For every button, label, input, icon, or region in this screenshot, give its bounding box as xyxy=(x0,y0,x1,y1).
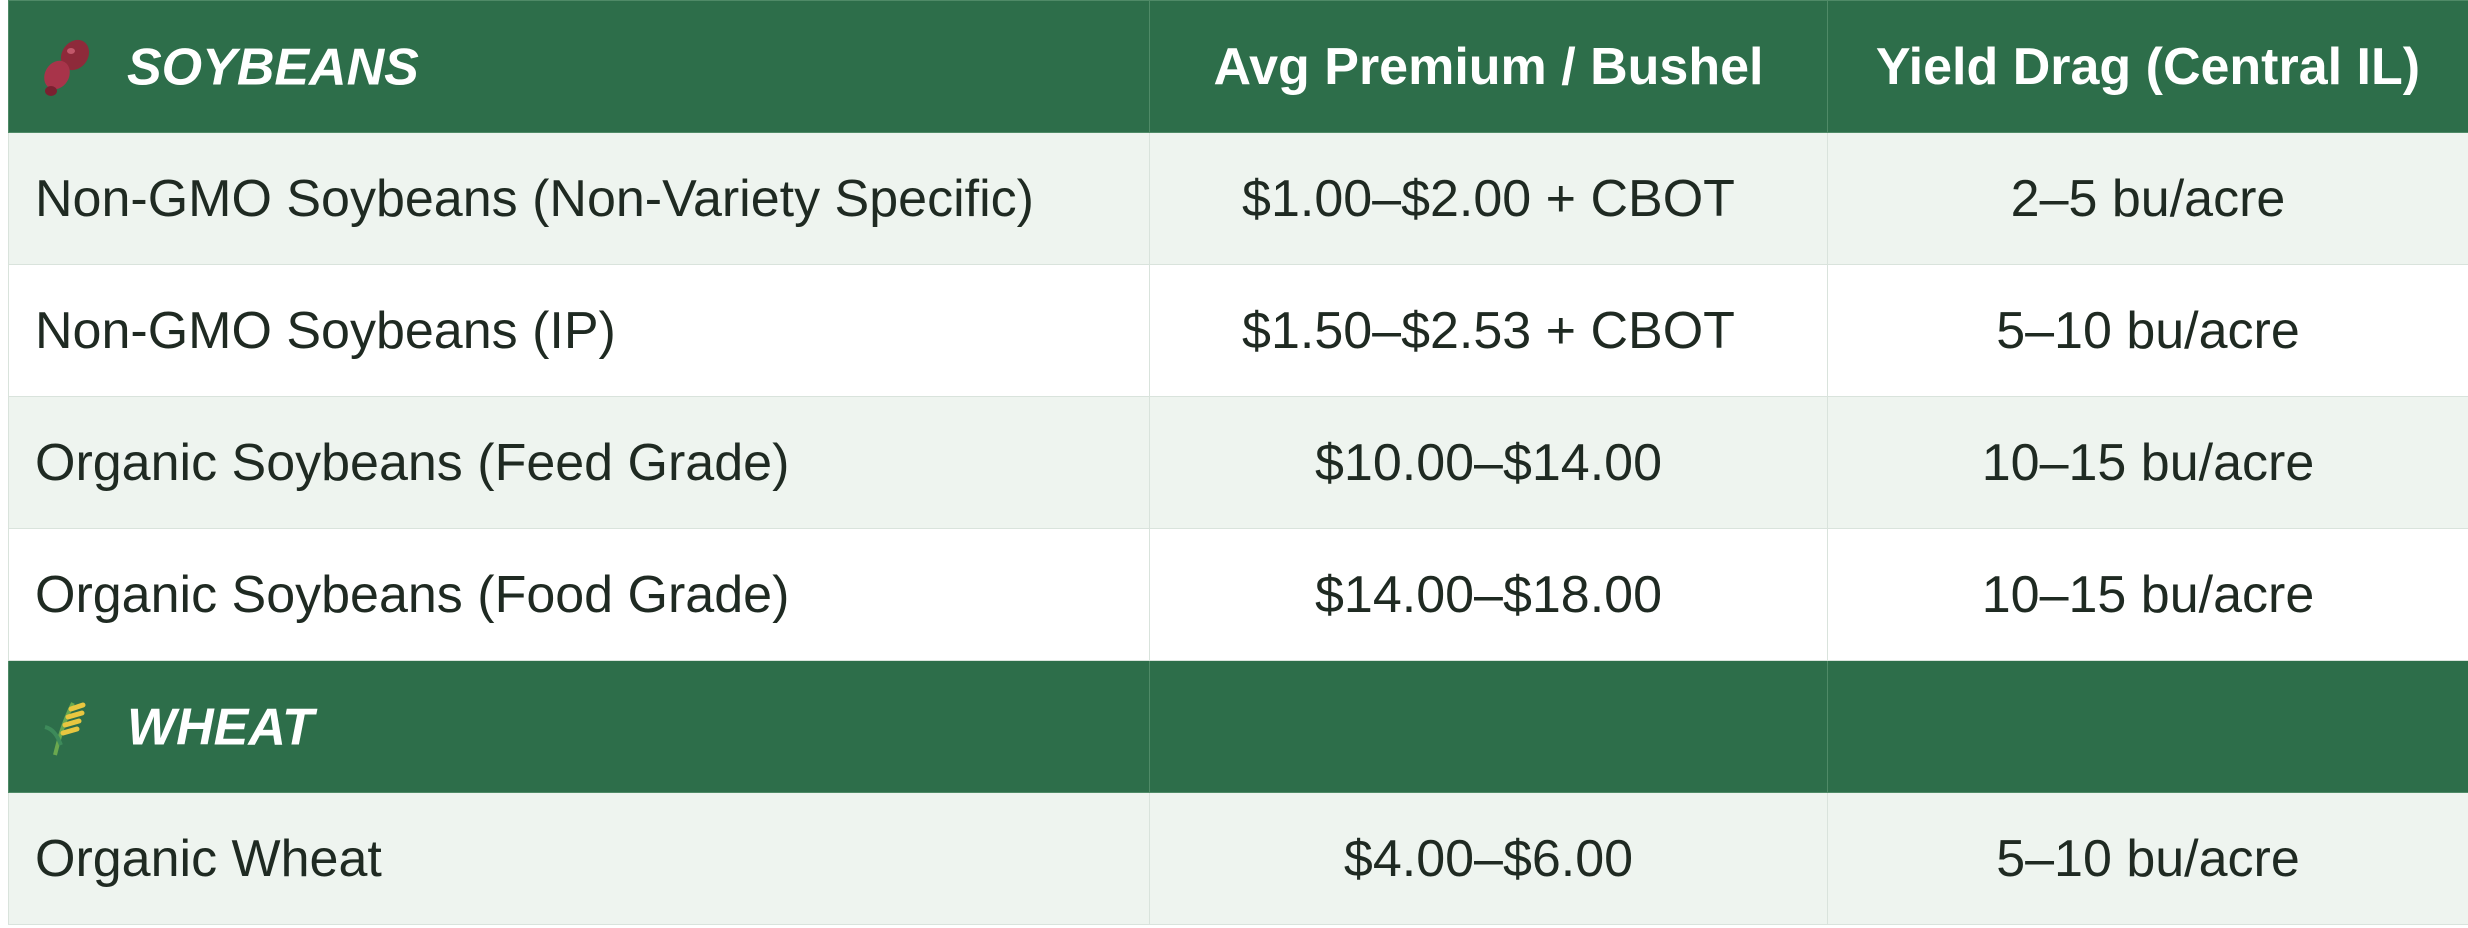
cell: $1.00–$2.00 + CBOT xyxy=(1149,132,1828,265)
row: Non-GMO Soybeans (Non-Variety Specific) … xyxy=(8,132,2468,265)
cell: 2–5 bu/acre xyxy=(1827,132,2468,265)
cell: Organic Soybeans (Food Grade) xyxy=(8,528,1150,661)
cell: 5–10 bu/acre xyxy=(1827,264,2468,397)
row: Organic Soybeans (Food Grade) $14.00–$18… xyxy=(8,528,2468,661)
cell: 10–15 bu/acre xyxy=(1827,396,2468,529)
section-title: SOYBEANS xyxy=(127,38,419,97)
cell: Organic Wheat xyxy=(8,792,1150,925)
row: Non-GMO Soybeans (IP) $1.50–$2.53 + CBOT… xyxy=(8,264,2468,397)
cell: 5–10 bu/acre xyxy=(1827,792,2468,925)
section-title: WHEAT xyxy=(127,698,314,757)
cell: 10–15 bu/acre xyxy=(1827,528,2468,661)
header-cell: Yield Drag (Central IL) xyxy=(1827,0,2468,133)
header-cell: SOYBEANS xyxy=(8,0,1150,133)
header-cell: WHEAT xyxy=(8,660,1150,793)
wheat-icon xyxy=(44,702,86,756)
header-cell: Avg Premium / Bushel xyxy=(1149,0,1828,133)
cell: $10.00–$14.00 xyxy=(1149,396,1828,529)
section-row: WHEAT xyxy=(8,660,2468,793)
header-row: SOYBEANS Avg Premium / Bushel Yield Drag… xyxy=(8,0,2468,133)
header-cell xyxy=(1149,660,1828,793)
cell: $4.00–$6.00 xyxy=(1149,792,1828,925)
row: Organic Wheat $4.00–$6.00 5–10 bu/acre xyxy=(8,792,2468,925)
soybean-icon xyxy=(44,40,90,97)
header-cell xyxy=(1827,660,2468,793)
price-table: SOYBEANS Avg Premium / Bushel Yield Drag… xyxy=(8,0,2468,925)
row: Organic Soybeans (Feed Grade) $10.00–$14… xyxy=(8,396,2468,529)
cell: Non-GMO Soybeans (IP) xyxy=(8,264,1150,397)
cell: $14.00–$18.00 xyxy=(1149,528,1828,661)
cell: $1.50–$2.53 + CBOT xyxy=(1149,264,1828,397)
cell: Non-GMO Soybeans (Non-Variety Specific) xyxy=(8,132,1150,265)
cell: Organic Soybeans (Feed Grade) xyxy=(8,396,1150,529)
